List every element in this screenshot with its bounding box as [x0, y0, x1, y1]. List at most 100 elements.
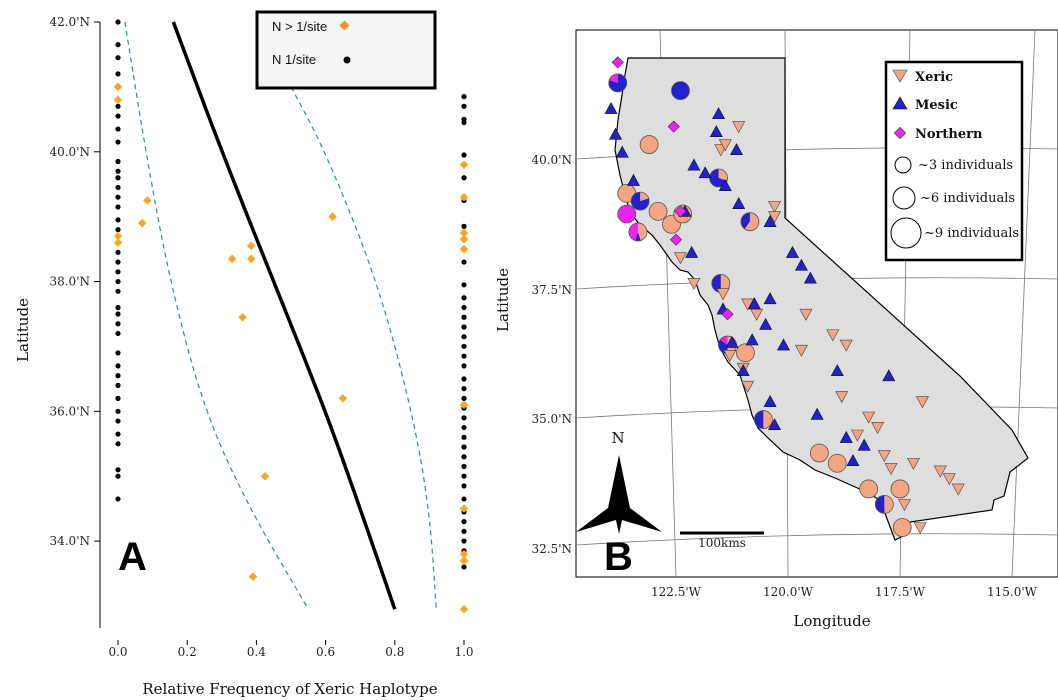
multi-site-point — [459, 556, 469, 565]
xeric-triangle — [826, 329, 840, 342]
pie-slice — [744, 212, 759, 231]
legend-large-circle-icon — [890, 217, 922, 249]
panel-a-ticks: 34.0'N 36.0'N 38.0'N 40.0'N 42.0'N 0.0 0.2 0.4 0… — [49, 15, 473, 659]
mesic-triangle — [857, 438, 871, 451]
pie-slice — [736, 343, 755, 362]
panel-a-label: A — [118, 535, 147, 579]
single-site-point — [461, 415, 467, 421]
xeric-triangle — [741, 380, 755, 393]
mesic-triangle — [685, 245, 699, 258]
mesic-triangle — [763, 215, 777, 227]
single-site-point — [115, 184, 121, 191]
pie-outline — [736, 343, 755, 363]
xeric-triangle — [718, 139, 732, 152]
single-site-point — [115, 175, 121, 181]
multi-site-point — [248, 572, 258, 582]
pie-marker — [892, 518, 912, 537]
xeric-triangle — [942, 473, 956, 486]
single-site-point — [461, 282, 467, 288]
pie-slice — [628, 222, 638, 241]
single-site-point — [461, 528, 467, 534]
xeric-triangle — [915, 396, 929, 409]
legend-small-label: ~3 individuals — [918, 158, 1013, 173]
pie-outline — [753, 410, 773, 429]
single-site-point — [115, 304, 121, 311]
single-site-point — [115, 288, 121, 294]
mesic-triangle — [745, 333, 759, 346]
pie-slice — [718, 168, 728, 181]
mesic-triangle — [687, 158, 701, 171]
multi-site-point — [328, 212, 337, 221]
map-ytick-32-5: 32.5'N — [531, 542, 572, 556]
pie-slice — [893, 518, 912, 537]
single-site-point — [115, 55, 121, 61]
legend-northern-icon — [893, 126, 907, 140]
single-site-point — [461, 343, 467, 350]
xeric-triangle — [835, 391, 849, 404]
single-site-point — [461, 324, 467, 330]
pie-slice — [763, 410, 773, 429]
ytick-label: 34.0'N — [49, 534, 90, 548]
multi-site-point — [459, 235, 469, 244]
ytick-label: 42.0'N — [49, 15, 90, 29]
single-site-point — [115, 227, 121, 233]
panel-a-points — [113, 19, 469, 614]
scale-bar: 100kms — [680, 531, 764, 550]
pie-slice — [617, 204, 636, 223]
multi-site-point — [459, 244, 469, 254]
xeric-triangle — [716, 288, 730, 301]
mesic-triangle — [839, 430, 853, 443]
scale-bar-label: 100kms — [698, 536, 746, 550]
map-xtick-122-5: 122.5'W — [651, 585, 702, 599]
pie-outline — [639, 135, 659, 154]
mesic-triangle — [763, 292, 777, 305]
single-site-point — [461, 94, 467, 100]
legend-small-circle-icon — [894, 156, 912, 174]
single-site-point — [115, 158, 121, 165]
mesic-triangle — [609, 127, 623, 140]
single-site-point — [115, 431, 121, 437]
northern-diamond — [721, 308, 734, 321]
northern-diamond — [611, 56, 624, 69]
pie-marker — [648, 201, 668, 221]
single-site-point — [115, 278, 121, 285]
pie-marker — [827, 453, 847, 473]
single-site-point — [115, 441, 121, 447]
pie-slice — [740, 212, 750, 229]
north-arrow-icon — [576, 455, 662, 534]
multi-site-point — [338, 394, 348, 403]
pie-outline — [617, 204, 637, 224]
panel-b-xlabel: Longitude — [793, 612, 870, 630]
mesic-triangle — [718, 179, 732, 191]
pie-marker — [890, 479, 910, 499]
multi-site-point — [113, 238, 123, 247]
single-site-point — [115, 373, 121, 379]
multi-site-point — [143, 196, 152, 205]
xeric-triangle — [732, 121, 746, 134]
pie-slice — [617, 184, 636, 203]
multi-site-point — [459, 605, 469, 614]
single-site-point — [115, 249, 121, 255]
pie-slice — [810, 443, 829, 462]
panel-b-map: 40.0'N 37.5'N 35.0'N 32.5'N 122.5'W 120.… — [494, 29, 1058, 630]
panel-b-label: B — [604, 535, 633, 579]
pie-marker — [711, 273, 731, 293]
mesic-triangle — [725, 335, 739, 348]
ytick-label: 40.0'N — [49, 145, 90, 159]
mesic-triangle — [846, 454, 860, 466]
pie-outline — [673, 204, 693, 224]
single-site-point — [461, 473, 467, 479]
single-site-point — [115, 139, 121, 145]
pie-slice — [859, 479, 878, 498]
single-site-point — [115, 350, 121, 356]
pie-slice — [609, 73, 618, 83]
single-site-point — [115, 418, 121, 424]
mesic-triangle — [777, 338, 791, 351]
mesic-triangle — [810, 407, 824, 420]
mesic-triangle — [785, 245, 799, 258]
mesic-triangle — [794, 258, 808, 271]
pie-outline — [608, 73, 628, 93]
single-site-point — [461, 483, 467, 489]
pie-outline — [890, 479, 910, 499]
